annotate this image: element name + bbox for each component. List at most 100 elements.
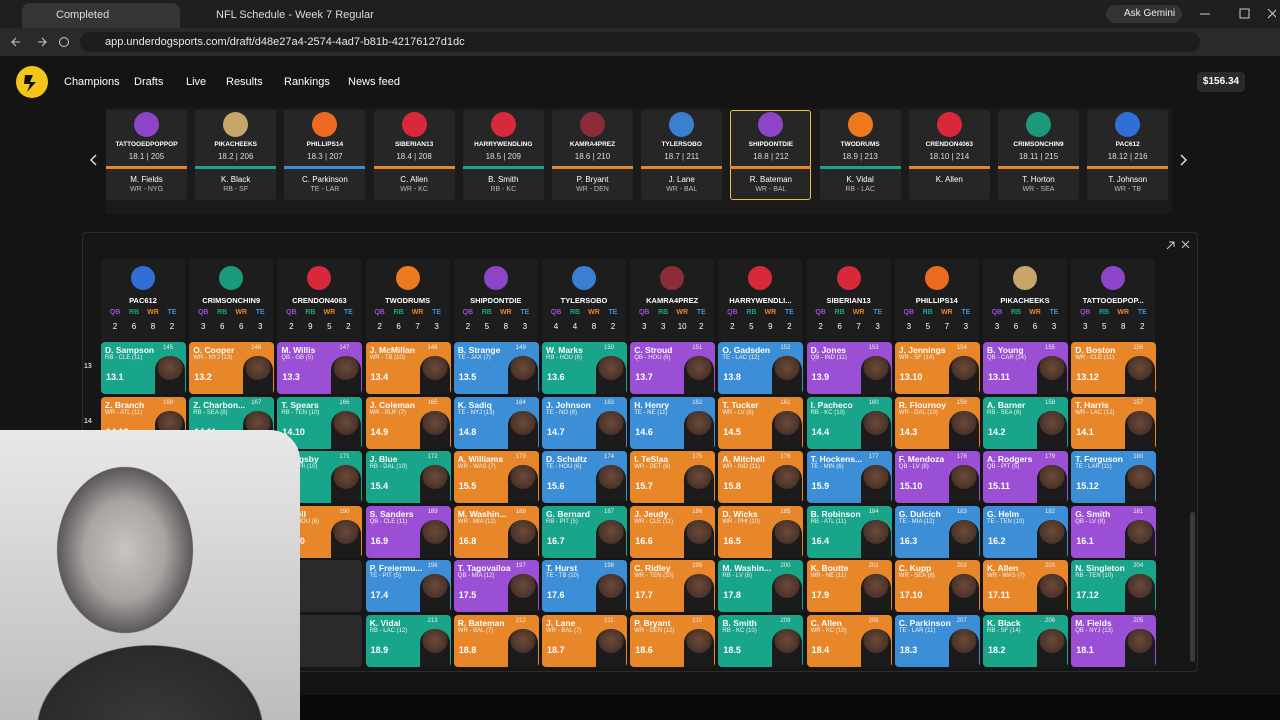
player-name: F. Mendoza [898, 454, 945, 465]
position-count: 3 [522, 322, 528, 331]
player-name: T. Spears [281, 399, 319, 410]
balance[interactable]: $156.34 [1197, 72, 1245, 92]
board-controls[interactable] [1164, 238, 1194, 252]
position-label: RB [834, 309, 845, 316]
position-label: TE [343, 309, 353, 316]
pick-label: 18.3 [899, 645, 918, 655]
player-photo [596, 465, 626, 504]
player-name: H. Henry [634, 399, 670, 410]
position-count: 6 [238, 322, 244, 331]
pick-user: CRIMSONCHIN9 [1013, 141, 1064, 148]
pick-pos: WR - DEN [576, 186, 609, 193]
recent-picks-strip [106, 108, 1172, 214]
pick-label: 16.6 [635, 535, 653, 546]
player-name: K. Allen [987, 563, 1019, 574]
player-name: T. Hockens... [810, 454, 863, 465]
overall-pick: 206 [1045, 618, 1056, 624]
pick-player: C. Parkinson [301, 175, 348, 184]
scroll-arrows[interactable] [88, 153, 1192, 167]
webcam-overlay [0, 430, 300, 720]
position-label: WR [499, 309, 512, 316]
overall-pick: 153 [868, 345, 879, 351]
scrollbar[interactable] [1190, 512, 1195, 662]
pick-label: 18.8 [458, 645, 477, 655]
overall-pick: 175 [692, 454, 703, 461]
nav-link[interactable]: Live [186, 76, 207, 88]
pick-label: 15.11 [988, 481, 1011, 492]
gemini-button[interactable]: Ask Gemini [1106, 5, 1182, 23]
nav-buttons[interactable] [8, 34, 72, 50]
nav-link[interactable]: Drafts [134, 76, 164, 88]
overall-pick: 201 [868, 563, 879, 570]
player-photo [948, 465, 979, 504]
avatar [401, 112, 427, 137]
overall-pick: 183 [956, 508, 967, 515]
overall-pick: 167 [251, 399, 262, 406]
pick-label: 16.5 [723, 535, 741, 546]
team-name: PAC612 [129, 296, 157, 305]
position-count: 2 [169, 322, 175, 331]
url-field[interactable]: app.underdogsports.com/draft/d48e27a4-25… [80, 32, 1200, 52]
pick-label: 16.9 [370, 535, 389, 546]
player-meta: TE - JAX (7) [457, 355, 491, 361]
position-label: RB [393, 309, 404, 316]
nav-link[interactable]: Champions [64, 76, 120, 88]
player-photo [419, 465, 450, 504]
nav-link[interactable]: Results [226, 76, 263, 88]
position-count: 2 [346, 322, 351, 331]
player-photo [948, 410, 979, 449]
position-label: RB [305, 309, 316, 316]
player-name: T. Hurst [546, 563, 578, 574]
position-label: WR [147, 309, 159, 316]
team-name: KAMRA4PREZ [646, 296, 699, 305]
player-name: Z. Branch [105, 399, 145, 410]
overall-pick: 190 [339, 508, 350, 515]
position-count: 2 [465, 322, 471, 331]
pick-player: K. Allen [935, 175, 963, 184]
overall-pick: 158 [1045, 399, 1056, 406]
position-label: RB [1010, 309, 1022, 316]
window-controls[interactable] [1190, 6, 1276, 22]
logo[interactable] [15, 65, 49, 99]
player-photo [507, 410, 538, 449]
pos-bar [462, 166, 544, 169]
pick-pos: WR - SEA [1022, 186, 1055, 193]
position-label: QB [374, 309, 385, 316]
nav-link[interactable]: Rankings [284, 76, 330, 88]
player-meta: WR - CLE (11) [634, 518, 674, 525]
position-count: 9 [768, 322, 773, 331]
team-name: CRIMSONCHIN9 [202, 296, 261, 305]
player-photo [596, 356, 626, 394]
player-meta: TE - NO (8) [546, 409, 577, 416]
overall-pick: 198 [604, 563, 615, 570]
tab[interactable]: NFL Schedule - Week 7 Regular [216, 9, 374, 21]
pick-user: HARRYWENDLING [474, 141, 533, 148]
player-name: C. Parkinson [898, 618, 951, 628]
tab[interactable]: Completed [22, 3, 180, 28]
position-label: QB [1079, 309, 1091, 316]
player-meta: WR - PHI (10) [722, 518, 761, 525]
player-photo [772, 410, 803, 449]
position-count: 9 [308, 322, 313, 331]
player-meta: TE - MIN (6) [810, 464, 844, 471]
player-name: T. Bigsby [281, 454, 319, 465]
player-meta: QB - LV (8) [898, 464, 929, 471]
player-photo [331, 410, 362, 449]
player-photo [507, 356, 538, 394]
position-count: 6 [1032, 322, 1038, 331]
pick-player: T. Horton [1022, 175, 1055, 184]
nav-link[interactable]: News feed [348, 76, 400, 88]
overall-pick: 186 [692, 508, 703, 515]
player-name: G. Bernard [546, 508, 590, 519]
position-label: QB [815, 309, 826, 316]
player-name: S. Sanders [369, 508, 414, 519]
player-name: J. Blue [369, 454, 398, 465]
position-label: WR [411, 309, 424, 316]
position-label: TE [784, 309, 794, 316]
pick-label: 15.12 [1076, 481, 1099, 492]
player-photo [1125, 410, 1156, 449]
player-meta: WR - NE (11) [810, 573, 847, 580]
overall-pick: 179 [1045, 454, 1056, 461]
pick-label: 14.4 [811, 426, 830, 437]
position-count: 2 [377, 322, 382, 331]
